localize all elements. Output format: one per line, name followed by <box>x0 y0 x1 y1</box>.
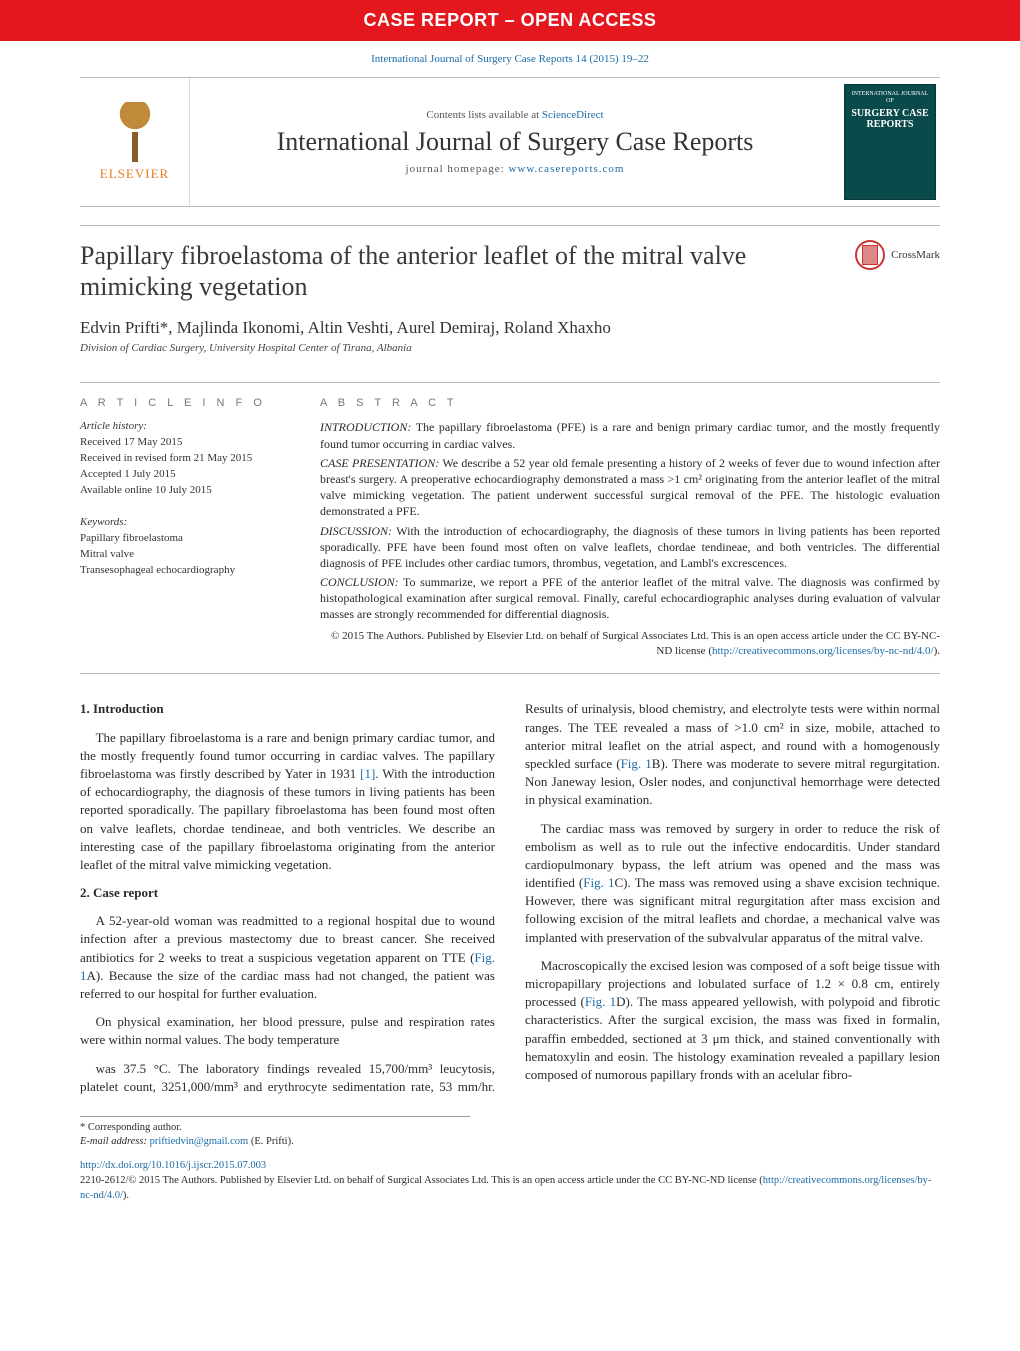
abstract-lead: CONCLUSION: <box>320 575 399 589</box>
license-link[interactable]: http://creativecommons.org/licenses/by-n… <box>712 645 934 657</box>
body-para: On physical examination, her blood press… <box>80 1013 495 1049</box>
sciencedirect-link[interactable]: ScienceDirect <box>542 109 604 121</box>
body-para: The cardiac mass was removed by surgery … <box>525 820 940 947</box>
abstract-lead: CASE PRESENTATION: <box>320 456 439 470</box>
history-line: Accepted 1 July 2015 <box>80 468 176 480</box>
crossmark-label: CrossMark <box>891 249 940 261</box>
abstract-para: CONCLUSION: To summarize, we report a PF… <box>320 574 940 623</box>
contents-line: Contents lists available at ScienceDirec… <box>426 109 603 121</box>
history-line: Received in revised form 21 May 2015 <box>80 452 252 464</box>
page-footer: http://dx.doi.org/10.1016/j.ijscr.2015.0… <box>80 1159 940 1203</box>
section-heading: 1. Introduction <box>80 700 495 718</box>
body-text: A). Because the size of the cardiac mass… <box>80 968 495 1001</box>
abstract-text: The papillary fibroelastoma (PFE) is a r… <box>320 420 940 450</box>
history-line: Available online 10 July 2015 <box>80 484 212 496</box>
article-info-heading: A R T I C L E I N F O <box>80 397 290 409</box>
keyword: Transesophageal echocardiography <box>80 564 235 576</box>
email-link[interactable]: priftiedvin@gmail.com <box>150 1136 249 1147</box>
figure-ref[interactable]: Fig. 1 <box>621 756 652 771</box>
keyword: Mitral valve <box>80 548 134 560</box>
footer-tail: ). <box>123 1190 129 1201</box>
article-body: 1. Introduction The papillary fibroelast… <box>80 700 940 1096</box>
journal-homepage: journal homepage: www.casereports.com <box>406 163 625 175</box>
section-heading: 2. Case report <box>80 884 495 902</box>
open-access-banner: CASE REPORT – OPEN ACCESS <box>0 0 1020 41</box>
cover-top-text: INTERNATIONAL JOURNAL OF <box>849 91 931 104</box>
article-title: Papillary fibroelastoma of the anterior … <box>80 240 940 302</box>
figure-ref[interactable]: Fig. 1 <box>583 875 614 890</box>
article-header: Papillary fibroelastoma of the anterior … <box>80 225 940 302</box>
doi-link[interactable]: http://dx.doi.org/10.1016/j.ijscr.2015.0… <box>80 1160 266 1171</box>
article-history: Article history: Received 17 May 2015 Re… <box>80 419 290 499</box>
contents-prefix: Contents lists available at <box>426 109 541 121</box>
citation-line: International Journal of Surgery Case Re… <box>0 41 1020 71</box>
keywords: Keywords: Papillary fibroelastoma Mitral… <box>80 515 290 579</box>
history-line: Received 17 May 2015 <box>80 436 182 448</box>
homepage-prefix: journal homepage: <box>406 163 509 175</box>
copyright-tail: ). <box>934 645 940 657</box>
footnotes: * Corresponding author. E-mail address: … <box>80 1116 470 1149</box>
body-text: A 52-year-old woman was readmitted to a … <box>80 913 495 964</box>
body-para: The papillary fibroelastoma is a rare an… <box>80 729 495 875</box>
body-text: . With the introduction of echocardiogra… <box>80 766 495 872</box>
abstract-copyright: © 2015 The Authors. Published by Elsevie… <box>320 629 940 660</box>
email-tail: (E. Prifti). <box>248 1136 294 1147</box>
abstract-heading: A B S T R A C T <box>320 397 940 409</box>
citation-ref[interactable]: [1] <box>360 766 375 781</box>
abstract-text: To summarize, we report a PFE of the ant… <box>320 575 940 621</box>
affiliation: Division of Cardiac Surgery, University … <box>80 342 940 354</box>
abstract-para: CASE PRESENTATION: We describe a 52 year… <box>320 455 940 520</box>
abstract-para: INTRODUCTION: The papillary fibroelastom… <box>320 419 940 451</box>
publisher-name: ELSEVIER <box>100 166 169 182</box>
masthead-center: Contents lists available at ScienceDirec… <box>190 78 840 206</box>
email-line: E-mail address: priftiedvin@gmail.com (E… <box>80 1135 470 1149</box>
abstract-lead: DISCUSSION: <box>320 524 392 538</box>
body-para: Macroscopically the excised lesion was c… <box>525 957 940 1084</box>
masthead: ELSEVIER Contents lists available at Sci… <box>80 77 940 207</box>
footer-copyright: 2210-2612/© 2015 The Authors. Published … <box>80 1174 940 1203</box>
abstract-text: With the introduction of echocardiograph… <box>320 524 940 570</box>
crossmark-icon <box>855 240 885 270</box>
article-info: A R T I C L E I N F O Article history: R… <box>80 397 290 659</box>
keywords-label: Keywords: <box>80 516 127 528</box>
body-text: On physical examination, her blood press… <box>80 1014 495 1047</box>
authors: Edvin Prifti*, Majlinda Ikonomi, Altin V… <box>80 318 940 338</box>
abstract: A B S T R A C T INTRODUCTION: The papill… <box>320 397 940 659</box>
section-introduction: 1. Introduction The papillary fibroelast… <box>80 700 495 874</box>
cover-mid-text: SURGERY CASE REPORTS <box>849 108 931 130</box>
history-label: Article history: <box>80 420 147 432</box>
elsevier-tree-icon <box>110 102 160 162</box>
figure-ref[interactable]: Fig. 1 <box>585 994 616 1009</box>
homepage-link[interactable]: www.casereports.com <box>508 163 624 175</box>
footer-text: 2210-2612/© 2015 The Authors. Published … <box>80 1175 763 1186</box>
journal-cover-thumb: INTERNATIONAL JOURNAL OF SURGERY CASE RE… <box>844 84 936 200</box>
abstract-para: DISCUSSION: With the introduction of ech… <box>320 523 940 572</box>
corresponding-author: * Corresponding author. <box>80 1121 470 1135</box>
keyword: Papillary fibroelastoma <box>80 532 183 544</box>
article-meta-row: A R T I C L E I N F O Article history: R… <box>80 382 940 674</box>
crossmark-badge[interactable]: CrossMark <box>855 240 940 270</box>
abstract-lead: INTRODUCTION: <box>320 420 411 434</box>
body-para: A 52-year-old woman was readmitted to a … <box>80 912 495 1003</box>
publisher-logo: ELSEVIER <box>80 78 190 206</box>
email-label: E-mail address: <box>80 1136 150 1147</box>
journal-name: International Journal of Surgery Case Re… <box>277 127 754 157</box>
